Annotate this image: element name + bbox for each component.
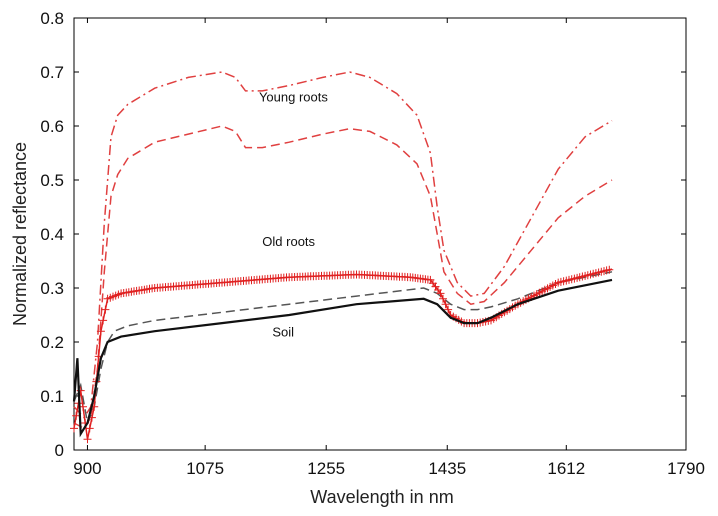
series-line-3	[73, 271, 613, 426]
x-axis-label: Wavelength in nm	[310, 487, 453, 507]
y-axis-label: Normalized reflectance	[10, 142, 30, 326]
series-markers-4	[70, 265, 614, 444]
x-tick-label: 1255	[307, 459, 345, 478]
plus-marker	[436, 289, 445, 298]
x-tick-label: 1612	[547, 459, 585, 478]
x-tick-label: 1790	[667, 459, 705, 478]
series-line-5	[72, 278, 613, 438]
series-line-1	[73, 71, 613, 419]
series-lines	[70, 71, 614, 444]
ticks: 900 1075 1255 1435 1612 1790 0 0.1 0.2 0.3 0.4 0.5 0…	[40, 9, 705, 478]
plus-marker	[101, 305, 110, 314]
x-tick-label: 1075	[186, 459, 224, 478]
plus-marker	[83, 435, 92, 444]
plus-marker	[85, 424, 94, 433]
y-tick-label: 0.7	[40, 63, 64, 82]
y-tick-label: 0.6	[40, 117, 64, 136]
y-tick-label: 0.8	[40, 9, 64, 28]
plus-marker	[70, 424, 78, 433]
plus-marker	[605, 265, 614, 274]
plus-marker	[96, 327, 105, 336]
y-tick-label: 0.3	[40, 279, 64, 298]
plus-marker	[444, 305, 453, 314]
annotation-label: Soil	[272, 325, 294, 340]
plus-marker	[99, 316, 108, 325]
annotations: Young roots Old roots Soil	[259, 90, 328, 340]
series-line-2	[73, 125, 613, 430]
y-tick-label: 0.2	[40, 333, 64, 352]
plus-marker	[439, 294, 447, 303]
y-tick-label: 0	[55, 441, 64, 460]
annotation-label: Old roots	[262, 234, 315, 249]
y-tick-label: 0.4	[40, 225, 64, 244]
x-tick-label: 900	[73, 459, 101, 478]
annotation-label: Young roots	[259, 90, 328, 105]
y-tick-label: 0.5	[40, 171, 64, 190]
y-tick-label: 0.1	[40, 387, 64, 406]
plus-marker	[441, 300, 450, 309]
x-tick-label: 1435	[428, 459, 466, 478]
